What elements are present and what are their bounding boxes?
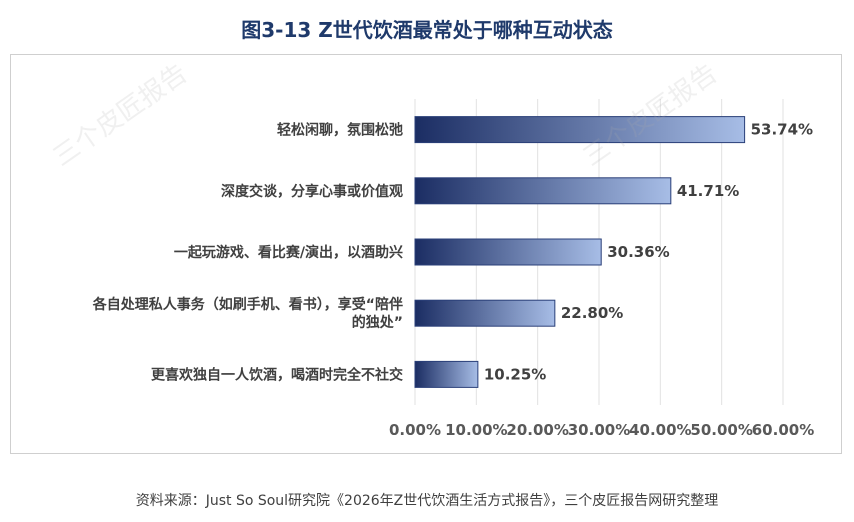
- data-label: 30.36%: [607, 243, 669, 261]
- category-label: 各自处理私人事务（如刷手机、看书），享受“陪伴的独处”: [92, 296, 403, 331]
- x-tick-label: 30.00%: [568, 421, 630, 439]
- category-label: 轻松闲聊，氛围松弛: [277, 122, 403, 139]
- bar: [414, 360, 479, 388]
- bar: [414, 299, 556, 327]
- x-tick-label: 10.00%: [445, 421, 507, 439]
- category-label: 深度交谈，分享心事或价值观: [221, 183, 403, 200]
- data-label: 22.80%: [561, 304, 623, 322]
- chart-frame: 53.74% 轻松闲聊，氛围松弛 41.71% 深度交谈，分享心事或价值观 30.36%…: [10, 54, 842, 454]
- x-tick-label: 50.00%: [690, 421, 752, 439]
- x-tick-label: 0.00%: [389, 421, 441, 439]
- bar: [414, 238, 602, 266]
- bar: [414, 116, 746, 144]
- category-label: 更喜欢独自一人饮酒，喝酒时完全不社交: [151, 366, 403, 383]
- data-label: 10.25%: [484, 365, 546, 383]
- category-label: 一起玩游戏、看比赛/演出，以酒助兴: [174, 244, 403, 261]
- bar-chart: 53.74% 轻松闲聊，氛围松弛 41.71% 深度交谈，分享心事或价值观 30.36%…: [92, 99, 814, 439]
- x-tick-label: 20.00%: [506, 421, 568, 439]
- source-note: 资料来源：Just So Soul研究院《2026年Z世代饮酒生活方式报告》，三…: [135, 493, 719, 509]
- x-tick-label: 60.00%: [752, 421, 814, 439]
- bar: [414, 177, 672, 205]
- x-tick-label: 40.00%: [629, 421, 691, 439]
- chart-title: 图3-13 Z世代饮酒最常处于哪种互动状态: [241, 18, 613, 42]
- data-label: 41.71%: [677, 182, 739, 200]
- data-label: 53.74%: [751, 121, 813, 139]
